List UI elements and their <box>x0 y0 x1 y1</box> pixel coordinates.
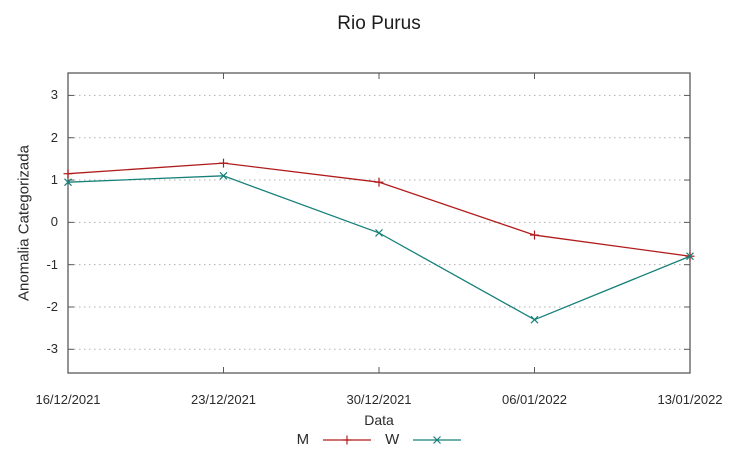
series-marker-plus <box>342 435 352 444</box>
series-marker-cross <box>686 252 694 261</box>
chart-title: Rio Purus <box>337 13 421 34</box>
legend-label: M <box>296 431 310 448</box>
series-m-line <box>67 162 691 257</box>
legend-item-m: M <box>297 431 372 448</box>
plot-border <box>67 72 691 374</box>
legend-sample-plus <box>323 435 372 444</box>
legend-label: W <box>385 431 400 448</box>
y-tick-label: 3 <box>50 87 58 103</box>
series-marker-plus <box>63 169 73 179</box>
y-tick-label: 1 <box>50 172 58 188</box>
series-marker-plus <box>530 230 539 240</box>
series-w-line <box>67 175 691 321</box>
series-marker-plus <box>374 177 384 187</box>
y-tick-label: -1 <box>46 256 58 272</box>
y-tick-label: 0 <box>50 214 58 230</box>
series-marker-cross <box>530 315 539 324</box>
legend-sample-cross <box>413 435 462 444</box>
y-tick-label: -2 <box>46 298 58 314</box>
x-tick-label: 16/12/2021 <box>35 392 101 407</box>
x-axis-label: Data <box>364 412 394 428</box>
y-tick-label: 2 <box>50 129 58 145</box>
y-tick-label: -3 <box>46 341 58 357</box>
series-marker-cross <box>375 229 383 237</box>
x-tick-label: 06/01/2022 <box>501 392 568 407</box>
x-tick-label: 13/01/2022 <box>657 392 723 407</box>
x-tick-label: 30/12/2021 <box>346 392 412 407</box>
series-marker-cross <box>433 435 442 444</box>
series-marker-cross <box>64 178 72 187</box>
series-marker-cross <box>219 171 228 180</box>
series-marker-plus <box>219 158 228 168</box>
x-tick-label: 23/12/2021 <box>190 392 257 407</box>
legend-item-w: W <box>385 431 462 448</box>
